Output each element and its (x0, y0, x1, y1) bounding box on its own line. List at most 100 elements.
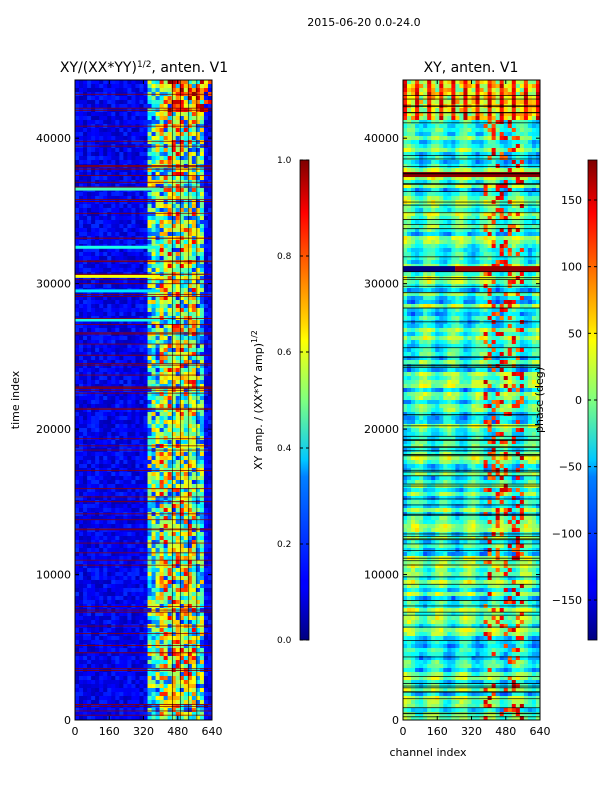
heatmap-cell (143, 360, 148, 365)
heatmap-cell (123, 324, 128, 329)
heatmap-cell (111, 128, 116, 133)
heatmap-cell (187, 100, 193, 105)
heatmap-cell (91, 492, 96, 497)
heatmap-cell (111, 620, 116, 625)
heatmap-cell (171, 268, 177, 273)
heatmap-cell (107, 300, 112, 305)
heatmap-cell (131, 120, 136, 125)
heatmap-cell (179, 564, 185, 569)
heatmap-cell (95, 392, 100, 397)
heatmap-cell (191, 504, 197, 509)
heatmap-cell (207, 424, 212, 429)
heatmap-cell (91, 276, 96, 281)
heatmap-cell (175, 644, 181, 649)
heatmap-cell (83, 372, 88, 377)
heatmap-cell (103, 596, 108, 601)
heatmap-cell (139, 352, 144, 357)
heatmap-cell (167, 472, 173, 477)
heatmap-cell (175, 440, 181, 445)
heatmap-cell (139, 204, 144, 209)
heatmap-cell (139, 224, 144, 229)
heatmap-cell (191, 548, 197, 553)
heatmap-cell (79, 496, 84, 501)
heatmap-cell (91, 636, 96, 641)
heatmap-cell (167, 420, 173, 425)
heatmap-cell (135, 88, 140, 93)
heatmap-cell (195, 252, 201, 257)
heatmap-cell (87, 572, 92, 577)
heatmap-cell (127, 428, 132, 433)
heatmap-cell (195, 308, 201, 313)
heatmap-cell (135, 508, 140, 513)
heatmap-cell (203, 140, 209, 145)
heatmap-cell (179, 640, 185, 645)
heatmap-cell (119, 620, 124, 625)
heatmap-cell (171, 580, 177, 585)
heatmap-cell (91, 248, 96, 253)
heatmap-cell (199, 240, 205, 245)
heatmap-cell (111, 400, 116, 405)
heatmap-cell (207, 452, 212, 457)
heatmap-cell (91, 516, 96, 521)
heatmap-cell (75, 192, 80, 197)
heatmap-cell (143, 300, 148, 305)
heatmap-cell (111, 452, 116, 457)
heatmap-cell (187, 264, 193, 269)
heatmap-cell (167, 344, 173, 349)
heatmap-cell (123, 252, 128, 257)
heatmap-cell (175, 276, 181, 281)
heatmap-cell (95, 88, 100, 93)
heatmap-cell (159, 364, 164, 369)
heatmap-cell (95, 268, 100, 273)
heatmap-cell (179, 300, 185, 305)
heatmap-cell (127, 328, 132, 333)
heatmap-cell (123, 452, 128, 457)
heatmap-cell (155, 368, 160, 373)
heatmap-cell (83, 184, 88, 189)
heatmap-cell (107, 584, 112, 589)
heatmap-cell (163, 132, 168, 137)
heatmap-cell (79, 640, 84, 645)
heatmap-cell (119, 420, 124, 425)
heatmap-cell (87, 368, 92, 373)
heatmap-cell (119, 112, 124, 117)
heatmap-cell (135, 596, 140, 601)
heatmap-cell (207, 192, 212, 197)
heatmap-cell (147, 336, 152, 341)
heatmap-cell (135, 252, 140, 257)
heatmap-cell (143, 612, 148, 617)
heatmap-cell (111, 220, 116, 225)
heatmap-cell (155, 424, 160, 429)
heatmap-cell (203, 656, 209, 661)
heatmap-cell (99, 220, 104, 225)
heatmap-cell (203, 300, 209, 305)
heatmap-cell (107, 280, 112, 285)
heatmap-cell (99, 580, 104, 585)
heatmap-cell (99, 556, 104, 561)
heatmap-cell (195, 240, 201, 245)
heatmap-cell (147, 324, 152, 329)
heatmap-cell (119, 376, 124, 381)
heatmap-cell (91, 524, 96, 529)
heatmap-cell (91, 648, 96, 653)
heatmap-cell (183, 100, 189, 105)
heatmap-cell (127, 432, 132, 437)
heatmap-cell (159, 148, 164, 153)
heatmap-cell (159, 340, 164, 345)
heatmap-cell (91, 460, 96, 465)
heatmap-cell (139, 416, 144, 421)
heatmap-cell (95, 412, 100, 417)
heatmap-cell (115, 176, 120, 181)
heatmap-cell (111, 104, 116, 109)
heatmap-cell (135, 84, 140, 89)
heatmap-cell (95, 432, 100, 437)
heatmap-cell (127, 320, 132, 325)
heatmap-cell (143, 384, 148, 389)
heatmap-cell (167, 368, 173, 373)
heatmap-cell (87, 400, 92, 405)
heatmap-cell (171, 384, 177, 389)
heatmap-cell (107, 152, 112, 157)
heatmap-cell (127, 284, 132, 289)
heatmap-cell (135, 256, 140, 261)
heatmap-cell (163, 460, 168, 465)
